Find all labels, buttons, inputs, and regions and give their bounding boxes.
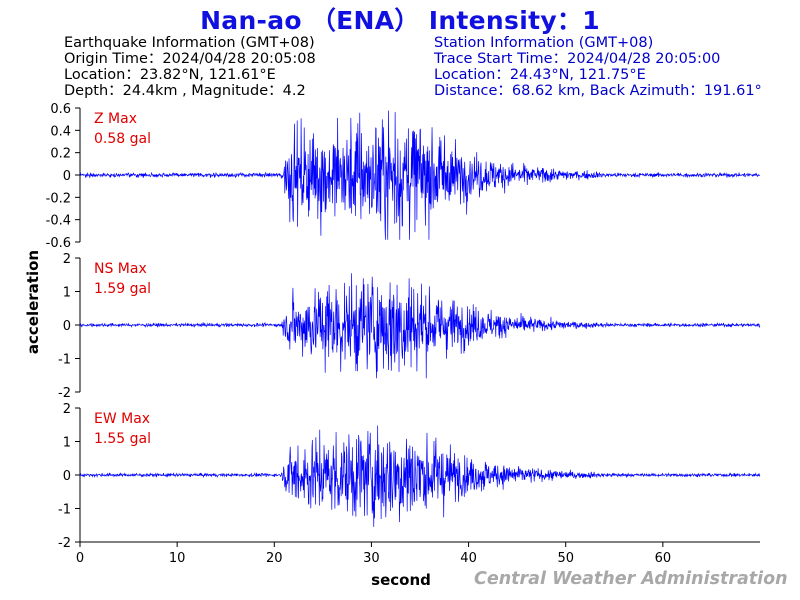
max-value-ew: 1.55 gal xyxy=(94,431,151,447)
earthquake-info: Earthquake Information (GMT+08) Origin T… xyxy=(64,35,316,99)
x-tick-label: 60 xyxy=(655,551,672,566)
watermark: Central Weather Administration xyxy=(474,569,788,589)
y-tick-label: 1 xyxy=(63,436,71,451)
origin-time: Origin Time：2024/04/28 20:05:08 xyxy=(64,51,316,67)
trace-start-time: Trace Start Time：2024/04/28 20:05:00 xyxy=(434,51,721,67)
x-tick-label: 10 xyxy=(169,551,186,566)
y-tick-label: -0.4 xyxy=(46,214,71,229)
panel-ew: -2 -1 0 1 2 EW Max 1.55 gal xyxy=(58,402,761,551)
station-info-header: Station Information (GMT+08) xyxy=(434,35,654,51)
earthquake-info-header: Earthquake Information (GMT+08) xyxy=(64,35,315,51)
x-tick-label: 0 xyxy=(76,551,84,566)
max-label-z: Z Max xyxy=(94,111,137,127)
x-tick-label: 50 xyxy=(557,551,574,566)
max-label-ew: EW Max xyxy=(94,411,150,427)
x-tick-label: 20 xyxy=(266,551,283,566)
y-tick-label: -0.6 xyxy=(46,236,71,251)
distance-azimuth: Distance：68.62 km, Back Azimuth：191.61° xyxy=(434,83,762,99)
x-tick-label: 30 xyxy=(363,551,380,566)
y-tick-label: 0 xyxy=(63,319,71,334)
y-tick-label: 0.2 xyxy=(50,147,71,162)
y-axis-label: acceleration xyxy=(24,250,42,354)
panel-ns: -2 -1 0 1 2 NS Max 1.59 gal xyxy=(58,252,761,401)
chart-title: Nan-ao （ENA） Intensity：1 xyxy=(200,6,600,35)
y-tick-label: 0.4 xyxy=(50,124,71,139)
y-tick-label: 2 xyxy=(63,252,71,267)
waveform-z xyxy=(79,110,761,240)
y-tick-label: -2 xyxy=(58,536,71,551)
station-info: Station Information (GMT+08) Trace Start… xyxy=(434,35,762,99)
max-value-ns: 1.59 gal xyxy=(94,281,151,297)
waveform-ns xyxy=(79,273,761,379)
x-axis-label: second xyxy=(371,571,431,589)
y-tick-label: -1 xyxy=(58,353,71,368)
epicenter-location: Location：23.82°N, 121.61°E xyxy=(64,67,276,83)
waveform-ew xyxy=(79,425,761,527)
y-tick-label: -2 xyxy=(58,386,71,401)
station-location: Location：24.43°N, 121.75°E xyxy=(434,67,646,83)
depth-magnitude: Depth：24.4km , Magnitude：4.2 xyxy=(64,83,306,99)
x-tick-label: 40 xyxy=(460,551,477,566)
y-tick-label: 2 xyxy=(63,402,71,417)
y-tick-label: 0.6 xyxy=(50,102,71,117)
max-label-ns: NS Max xyxy=(94,261,147,277)
y-tick-label: 0 xyxy=(63,469,71,484)
y-tick-label: -1 xyxy=(58,503,71,518)
y-tick-label: -0.2 xyxy=(46,191,71,206)
panel-z: -0.6 -0.4 -0.2 0 0.2 0.4 0.6 Z Max 0.58 gal xyxy=(46,102,761,251)
max-value-z: 0.58 gal xyxy=(94,131,151,147)
y-tick-label: 0 xyxy=(63,169,71,184)
y-tick-label: 1 xyxy=(63,286,71,301)
